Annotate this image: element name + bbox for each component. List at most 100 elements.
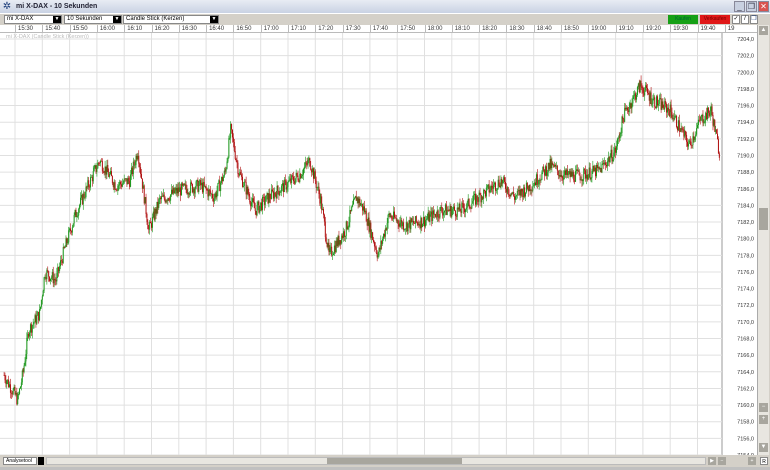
time-tick-label: 18:00 [424,25,443,32]
candle-body [285,180,287,190]
chevron-down-icon[interactable]: ▼ [113,16,121,23]
candle-body [651,103,653,105]
zoom-out-time-button[interactable]: − [718,457,726,465]
candle-body [130,174,132,187]
candle-body [167,198,169,202]
candle-body [543,166,545,170]
reset-button[interactable]: R [760,457,768,465]
scroll-thumb[interactable] [327,458,462,464]
candle-body [501,178,503,184]
candle-body [542,166,544,173]
candle-body [595,164,597,177]
candle-body [449,206,451,211]
candle-body [466,201,468,208]
candle-body [689,140,691,142]
check-icon[interactable]: ✓ [732,15,740,24]
instrument-select[interactable]: mi X-DAX ▼ [4,15,62,24]
candle-body [390,216,392,218]
candle-body [51,272,53,278]
candle-body [306,163,308,165]
sell-button[interactable]: Verkaufen [700,15,730,24]
candle-body [26,337,28,355]
candle-body [598,166,600,169]
candle-body [459,203,461,212]
candle-body [269,193,271,199]
candle-body [547,162,549,173]
chevron-down-icon[interactable]: ▼ [53,16,61,23]
candle-body [385,228,387,231]
scroll-down-button[interactable]: ▼ [759,443,768,452]
candle-body [204,185,206,187]
chart-area[interactable]: 7204,0 7202,0 7200,0 7198,0 7196,0 7194,0 7192… [0,33,757,459]
candle-body [485,187,487,197]
candle-body [182,183,184,186]
time-tick-label: 18:40 [533,25,552,32]
candle-body [472,201,474,204]
candle-body [88,180,90,187]
buy-button[interactable]: Kaufen [668,15,698,24]
candle-body [383,233,385,239]
candle-body [488,184,490,193]
chevron-down-icon[interactable] [38,457,44,465]
candle-body [208,189,210,197]
candle-body [391,216,393,219]
candle-body [578,170,580,176]
candle-body [272,189,274,192]
candle-body [647,92,649,95]
candle-body [129,180,131,187]
vertical-scrollbar[interactable]: ▲ − + ▼ [757,25,769,455]
candle-body [504,177,506,182]
interval-select[interactable]: 10 Sekunden ▼ [64,15,122,24]
zoom-out-button[interactable]: − [759,403,768,412]
candle-body [197,179,199,192]
zoom-in-button[interactable]: + [759,415,768,424]
scroll-up-button[interactable]: ▲ [759,26,768,35]
candle-body [56,273,58,282]
time-tick-label: 18:20 [479,25,497,32]
candle-body [531,190,533,191]
candle-body [83,193,85,198]
candle-body [67,242,69,244]
candle-body [111,176,113,184]
candle-body [513,192,515,196]
analysis-tool-select[interactable]: Analysetool [3,457,37,465]
horizontal-scrollbar[interactable] [46,457,706,465]
candle-body [707,107,709,113]
chevron-down-icon[interactable]: ▼ [210,16,218,23]
price-tick-label: 7172,0 [737,303,754,309]
candle-body [559,175,561,177]
chart-type-select[interactable]: Candle Stick (Kerzen) ▼ [123,15,219,24]
candle-body [652,98,654,104]
candle-body [135,155,137,165]
candle-body [366,221,368,226]
scroll-right-button[interactable]: ▶ [708,457,716,465]
candle-body [242,176,243,187]
candle-body [183,183,185,186]
candle-body [229,137,231,139]
restore-button[interactable]: ❐ [746,1,757,12]
candle-body [338,235,340,245]
candle-body [560,175,562,177]
candle-body [133,161,135,165]
candle-body [503,177,505,181]
minimize-button[interactable]: _ [734,1,745,12]
candle-body [322,208,324,215]
candle-body [376,252,378,258]
candle-body [244,181,246,183]
scroll-thumb[interactable] [759,208,768,230]
window-icon[interactable]: ❐ [750,15,758,24]
candle-body [225,168,227,172]
candle-body [224,170,226,172]
candle-body [168,198,170,200]
time-tick-label: 18:10 [451,25,470,32]
pencil-icon[interactable]: / [741,15,749,24]
candle-body [161,196,163,200]
zoom-in-time-button[interactable]: + [748,457,756,465]
candle-body [60,260,62,262]
close-button[interactable]: ✕ [758,1,769,12]
candle-body [287,181,289,188]
candle-body [81,194,83,205]
candle-body [591,170,593,178]
candle-body [286,187,288,190]
candle-body [98,162,100,164]
